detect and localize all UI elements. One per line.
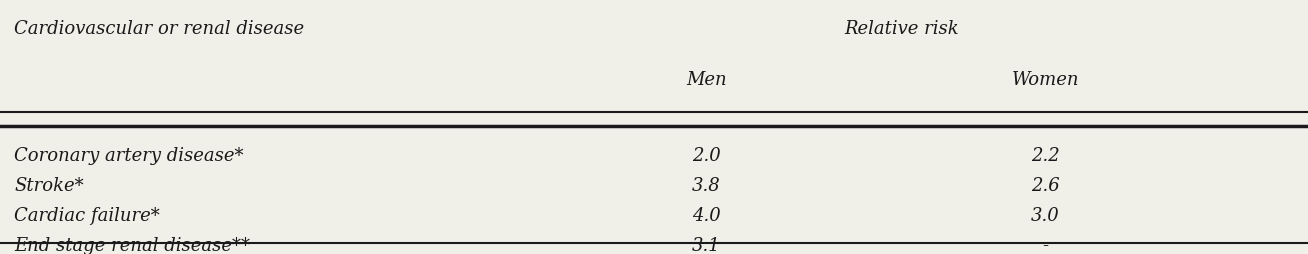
Text: Women: Women	[1012, 71, 1079, 89]
Text: Coronary artery disease*: Coronary artery disease*	[14, 147, 243, 165]
Text: -: -	[1042, 237, 1049, 254]
Text: Men: Men	[685, 71, 726, 89]
Text: 3.0: 3.0	[1031, 207, 1059, 225]
Text: 3.1: 3.1	[692, 237, 721, 254]
Text: 2.0: 2.0	[692, 147, 721, 165]
Text: Relative risk: Relative risk	[845, 20, 959, 38]
Text: End stage renal disease**: End stage renal disease**	[14, 237, 250, 254]
Text: Cardiac failure*: Cardiac failure*	[14, 207, 160, 225]
Text: Cardiovascular or renal disease: Cardiovascular or renal disease	[14, 20, 305, 38]
Text: 3.8: 3.8	[692, 177, 721, 195]
Text: 2.2: 2.2	[1031, 147, 1059, 165]
Text: 4.0: 4.0	[692, 207, 721, 225]
Text: Stroke*: Stroke*	[14, 177, 84, 195]
Text: 2.6: 2.6	[1031, 177, 1059, 195]
